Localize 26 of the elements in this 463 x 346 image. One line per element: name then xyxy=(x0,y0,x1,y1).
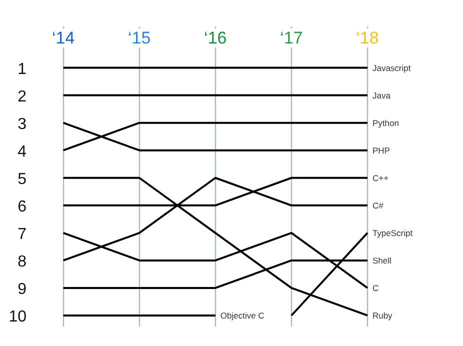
series-label: Shell xyxy=(372,255,392,266)
y-tick-label: 1 xyxy=(18,60,27,78)
series-label: Javascript xyxy=(372,62,412,73)
y-tick-label: 7 xyxy=(18,226,27,243)
series-label: C xyxy=(372,282,379,293)
y-tick-label: 6 xyxy=(18,198,27,216)
y-tick-label: 2 xyxy=(18,88,27,106)
x-tick-label: ‘17 xyxy=(280,28,303,48)
y-tick-label: 5 xyxy=(18,170,27,188)
series-label: C++ xyxy=(372,172,389,183)
series-label: PHP xyxy=(372,145,390,156)
x-tick-label: ‘16 xyxy=(204,28,227,48)
y-tick-label: 10 xyxy=(8,308,27,326)
x-tick-label: ‘14 xyxy=(52,28,75,48)
x-tick-label: ‘15 xyxy=(128,28,151,48)
series-label: Python xyxy=(372,118,400,128)
x-tick-label: ‘18 xyxy=(356,28,379,48)
series-label: Ruby xyxy=(372,310,394,320)
y-tick-label: 8 xyxy=(18,253,27,270)
series-label: TypeScript xyxy=(372,228,414,238)
series-label: Objective C xyxy=(220,310,264,320)
series-label: Java xyxy=(372,90,391,100)
y-tick-label: 9 xyxy=(18,280,27,298)
series-label: C# xyxy=(372,200,384,210)
y-tick-label: 4 xyxy=(18,143,27,160)
y-tick-label: 3 xyxy=(18,116,27,133)
